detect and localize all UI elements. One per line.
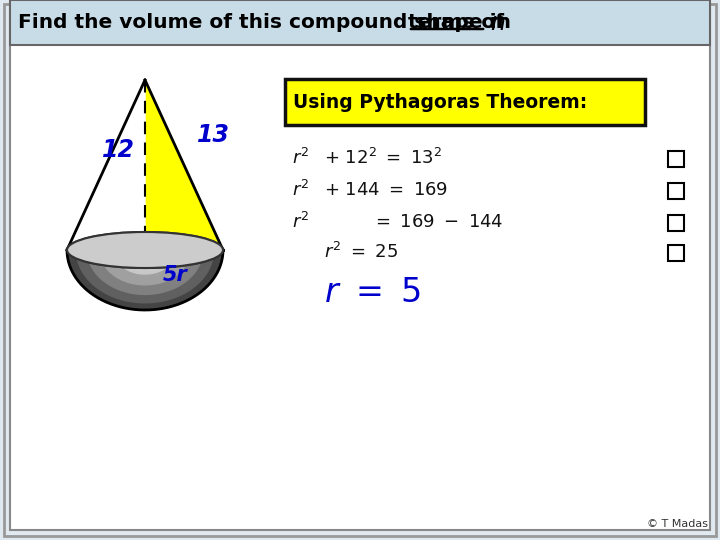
FancyBboxPatch shape — [668, 215, 684, 231]
FancyBboxPatch shape — [285, 79, 645, 125]
FancyBboxPatch shape — [4, 4, 716, 536]
FancyBboxPatch shape — [10, 0, 710, 45]
Polygon shape — [87, 250, 203, 294]
Ellipse shape — [67, 232, 223, 268]
Text: $r^2$: $r^2$ — [292, 212, 309, 232]
Polygon shape — [76, 250, 214, 303]
Polygon shape — [145, 80, 223, 250]
Text: $r\ =\ 5$: $r\ =\ 5$ — [324, 275, 420, 308]
Text: 5r: 5r — [163, 265, 188, 285]
Text: $+\ 12^2\ =\ 13^2$: $+\ 12^2\ =\ 13^2$ — [324, 148, 442, 168]
Text: Using Pythagoras Theorem:: Using Pythagoras Theorem: — [293, 92, 588, 111]
Text: $r^2$: $r^2$ — [292, 180, 309, 200]
Text: 13: 13 — [197, 123, 230, 147]
Text: terms of: terms of — [408, 14, 511, 32]
Ellipse shape — [67, 232, 223, 268]
FancyBboxPatch shape — [10, 10, 710, 530]
Polygon shape — [67, 80, 145, 250]
FancyBboxPatch shape — [668, 245, 684, 261]
Text: $\mathit{n}$: $\mathit{n}$ — [490, 11, 505, 35]
FancyBboxPatch shape — [668, 183, 684, 199]
Text: Find the volume of this compound shape in: Find the volume of this compound shape i… — [18, 14, 518, 32]
Polygon shape — [128, 250, 162, 263]
Text: © T Madas: © T Madas — [647, 519, 708, 529]
Text: $=\ 169\ -\ 144$: $=\ 169\ -\ 144$ — [372, 213, 503, 231]
Text: 12: 12 — [102, 138, 135, 162]
Text: $r^2\ =\ 25$: $r^2\ =\ 25$ — [324, 242, 398, 262]
FancyBboxPatch shape — [668, 151, 684, 167]
Polygon shape — [67, 250, 223, 310]
Polygon shape — [114, 250, 176, 274]
Polygon shape — [100, 250, 190, 285]
Text: $r^2$: $r^2$ — [292, 148, 309, 168]
Text: $+\ 144\ =\ 169$: $+\ 144\ =\ 169$ — [324, 181, 449, 199]
